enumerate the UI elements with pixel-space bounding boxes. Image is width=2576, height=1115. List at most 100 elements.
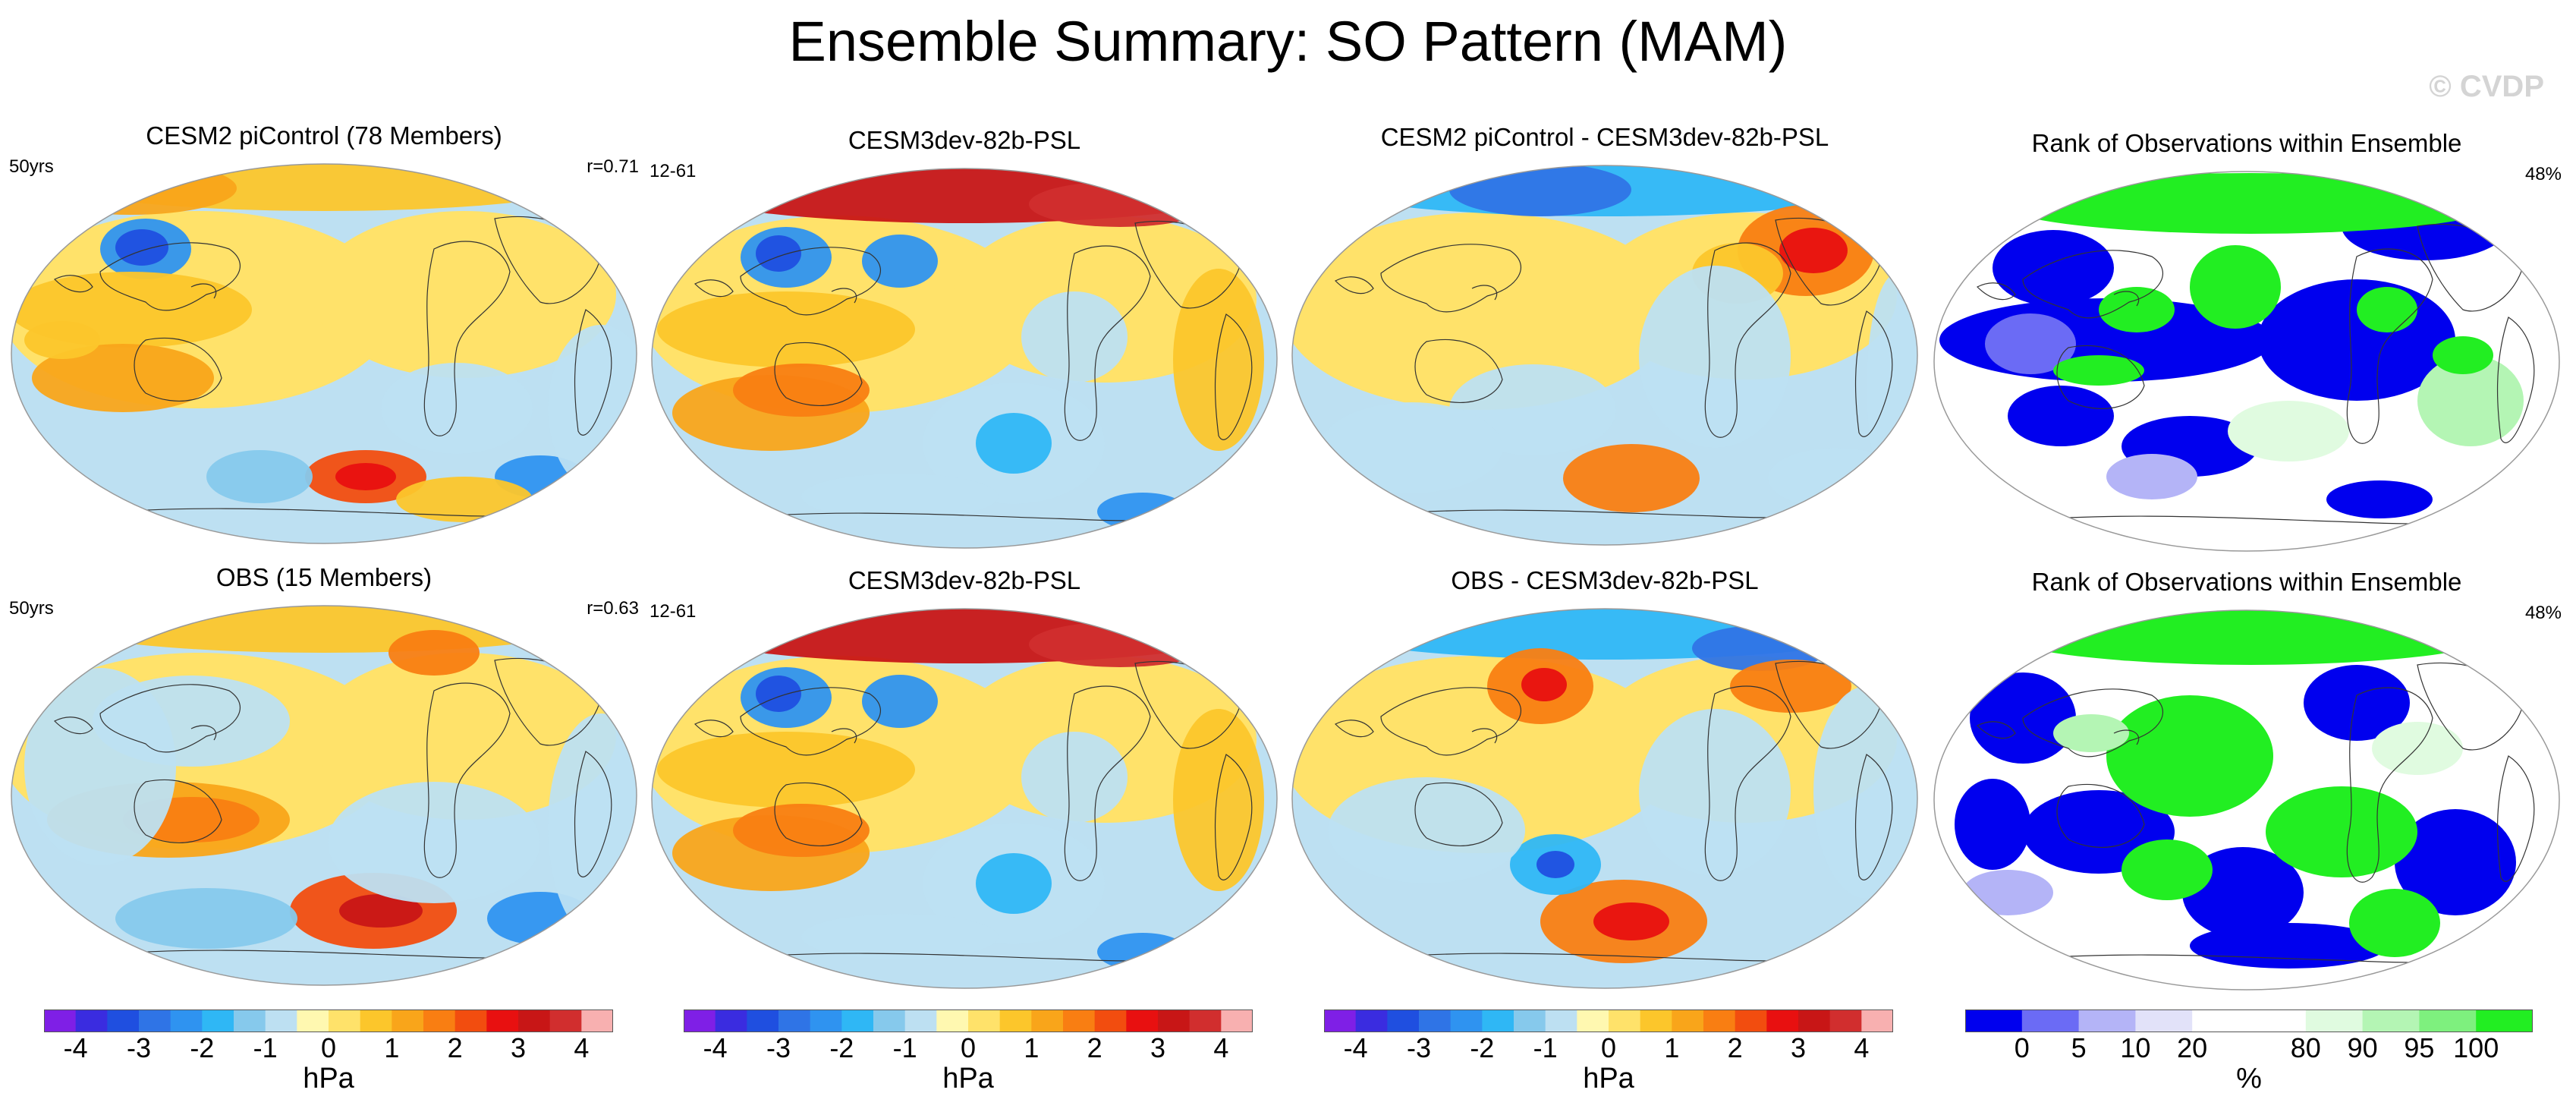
colorbar-swatch	[1094, 1009, 1127, 1032]
panel-rank1: Rank of Observations within Ensemble 48%	[1932, 129, 2562, 554]
colorbar-swatch	[1514, 1009, 1546, 1032]
coastline	[1334, 276, 1374, 294]
contour-region	[24, 164, 237, 215]
contour-region	[1292, 213, 1677, 410]
colorbar-tick-label: -2	[829, 1032, 854, 1063]
rank-region	[2053, 714, 2129, 752]
coastline	[2496, 755, 2535, 882]
colorbar-swatch	[1703, 1009, 1736, 1032]
map-plot	[11, 163, 637, 544]
colorbar-swatch	[1672, 1009, 1704, 1032]
map-field	[11, 164, 637, 543]
rank-region	[2228, 401, 2349, 461]
rank-region	[2372, 722, 2463, 775]
colorbar-tick-label: 3	[1150, 1032, 1166, 1063]
contour-region	[733, 364, 870, 417]
colorbar-outline	[44, 1009, 613, 1032]
contour-region	[32, 344, 214, 412]
panel-title: CESM3dev-82b-PSL	[848, 566, 1081, 594]
coastline	[134, 779, 222, 843]
colorbar-swatch	[747, 1009, 779, 1032]
period-label: 12-61	[650, 601, 697, 622]
map-border	[11, 605, 637, 986]
coastline	[1380, 244, 1521, 313]
panel-obs: OBS (15 Members) 50yrs r=0.63	[9, 563, 639, 988]
colorbar-swatch	[107, 1009, 140, 1032]
map-field	[1292, 165, 1917, 545]
panel-title: Rank of Observations within Ensemble	[2031, 129, 2462, 157]
coastline	[774, 782, 863, 846]
contour-region	[115, 888, 297, 949]
contour-region	[657, 732, 915, 808]
colorbar-swatch	[1419, 1009, 1452, 1032]
colorbar-swatch	[1766, 1009, 1799, 1032]
colorbar-tick-label: 4	[574, 1032, 590, 1063]
coastline	[1214, 313, 1253, 440]
colorbar-swatch	[2305, 1009, 2364, 1032]
map-plot	[651, 608, 1278, 989]
coastline	[1414, 782, 1503, 846]
contour-region	[1029, 181, 1211, 227]
colorbar-psl-1: -4 -3 -2 -1 0 1 2 3 4 hPa	[44, 1009, 613, 1101]
coastline	[694, 720, 734, 738]
rank-region	[2008, 386, 2114, 446]
coastline	[831, 728, 857, 744]
colorbar-unit: hPa	[1583, 1063, 1634, 1095]
contour-region	[976, 413, 1052, 474]
contour-region	[862, 675, 938, 728]
colorbar-tick-label: 4	[1854, 1032, 1870, 1063]
panel-title: OBS - CESM3dev-82b-PSL	[1451, 566, 1759, 594]
period-label: 50yrs	[9, 156, 54, 177]
colorbar-swatch	[873, 1009, 906, 1032]
map-border	[1291, 165, 1918, 546]
colorbar-swatch	[684, 1009, 716, 1032]
colorbar-swatch	[297, 1009, 329, 1032]
map-border	[1933, 609, 2560, 991]
map-plot	[1291, 165, 1918, 546]
contour-region	[1639, 709, 1791, 876]
contour-region	[115, 229, 168, 266]
coastline	[1854, 754, 1893, 880]
colorbar-swatch	[75, 1009, 108, 1032]
colorbar-swatch	[1965, 1009, 2023, 1032]
colorbar-tick-label: 2	[1087, 1032, 1102, 1063]
rank-region	[2357, 287, 2417, 332]
percent-label: 48%	[2524, 603, 2562, 623]
rank-region	[2417, 355, 2524, 446]
colorbar-swatch	[360, 1009, 392, 1032]
rank-region	[2099, 287, 2175, 332]
percent-label: 48%	[2524, 164, 2562, 184]
coastline	[1854, 310, 1893, 437]
panel-rank2: Rank of Observations within Ensemble 48%	[1932, 568, 2562, 993]
map-field	[1934, 610, 2559, 990]
coastline	[1214, 754, 1253, 880]
coastline	[190, 725, 217, 741]
contour-region	[24, 321, 100, 359]
rank-region	[2190, 245, 2281, 329]
contour-region	[313, 211, 616, 378]
coastline	[2346, 248, 2433, 444]
colorbar-swatch	[1387, 1009, 1420, 1032]
coastline	[831, 288, 857, 304]
colorbar-swatch	[2419, 1009, 2477, 1032]
colorbar-swatch	[139, 1009, 171, 1032]
contour-region	[976, 853, 1052, 914]
coastline	[1976, 721, 2016, 739]
map-field	[652, 609, 1277, 988]
colorbar-swatch	[810, 1009, 842, 1032]
colorbar-swatch	[936, 1009, 969, 1032]
period-label: 50yrs	[9, 598, 54, 619]
coastline	[423, 241, 511, 436]
contour-region	[1563, 444, 1700, 512]
rank-region	[1962, 870, 2053, 915]
contour-region	[335, 463, 396, 490]
coastline	[2022, 250, 2163, 319]
coastline	[2496, 317, 2535, 443]
contour-region	[388, 630, 480, 676]
coastline	[134, 337, 222, 402]
map-border	[1933, 171, 2560, 552]
rank-region	[2326, 480, 2433, 518]
colorbar-tick-label: 95	[2404, 1032, 2435, 1063]
panel-title: Rank of Observations within Ensemble	[2031, 568, 2462, 596]
page-title: Ensemble Summary: SO Pattern (MAM)	[788, 10, 1788, 73]
